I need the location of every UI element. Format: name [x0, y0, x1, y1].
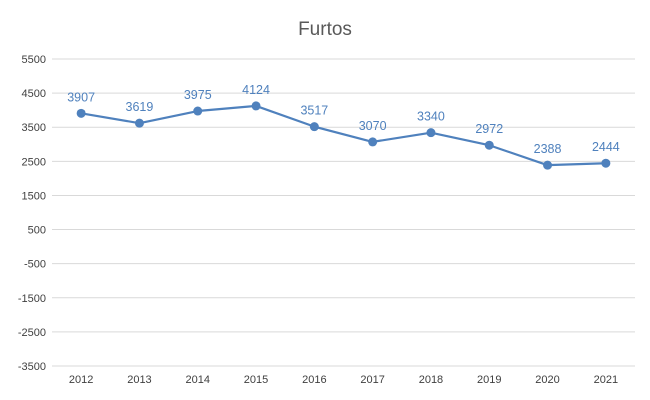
- data-label: 3517: [300, 104, 328, 118]
- data-label: 3070: [359, 119, 387, 133]
- gridlines: [52, 58, 635, 367]
- x-tick-label: 2018: [419, 374, 443, 386]
- y-tick-label: -3500: [18, 361, 46, 373]
- y-tick-label: 1500: [22, 190, 46, 202]
- y-tick-label: 4500: [22, 88, 46, 100]
- y-tick-label: 2500: [22, 156, 46, 168]
- data-points: [76, 101, 611, 170]
- x-tick-label: 2021: [594, 374, 618, 386]
- data-label: 2972: [475, 122, 503, 136]
- x-tick-label: 2020: [535, 374, 559, 386]
- y-tick-label: 3500: [22, 122, 46, 134]
- y-tick-label: -1500: [18, 293, 46, 305]
- x-axis-ticks: 2012 2013 2014 2015 2016 2017 2018 2019 2020 2021: [69, 374, 618, 386]
- data-label: 3907: [67, 90, 95, 104]
- data-label: 2388: [534, 142, 562, 156]
- x-tick-label: 2014: [186, 374, 210, 386]
- data-point: [543, 160, 553, 170]
- x-tick-label: 2013: [127, 374, 151, 386]
- data-label: 3340: [417, 110, 445, 124]
- data-point: [76, 108, 86, 118]
- y-tick-label: -2500: [18, 327, 46, 339]
- data-point: [601, 158, 611, 168]
- data-point: [193, 106, 203, 116]
- y-tick-label: 5500: [22, 54, 46, 66]
- data-label: 3619: [126, 100, 154, 114]
- data-point: [251, 101, 261, 111]
- data-point: [309, 122, 319, 132]
- data-label: 4124: [242, 83, 270, 97]
- data-label: 3975: [184, 88, 212, 102]
- x-tick-label: 2015: [244, 374, 268, 386]
- y-axis-ticks: 5500 4500 3500 2500 1500 500 -500 -1500 -2500 -35…: [18, 54, 46, 373]
- data-point: [368, 137, 378, 147]
- x-tick-label: 2019: [477, 374, 501, 386]
- series-line: [80, 104, 606, 167]
- x-tick-label: 2012: [69, 374, 93, 386]
- y-tick-label: 500: [28, 225, 46, 237]
- data-label: 2444: [592, 140, 620, 154]
- data-labels: 3907 3619 3975 4124 3517 3070 3340 2972 2388 2444: [67, 83, 620, 156]
- x-tick-label: 2016: [302, 374, 326, 386]
- y-tick-label: -500: [24, 259, 46, 271]
- chart-title: Furtos: [298, 19, 352, 40]
- data-point: [426, 128, 436, 138]
- data-point: [484, 140, 494, 150]
- x-tick-label: 2017: [360, 374, 384, 386]
- data-point: [134, 118, 144, 128]
